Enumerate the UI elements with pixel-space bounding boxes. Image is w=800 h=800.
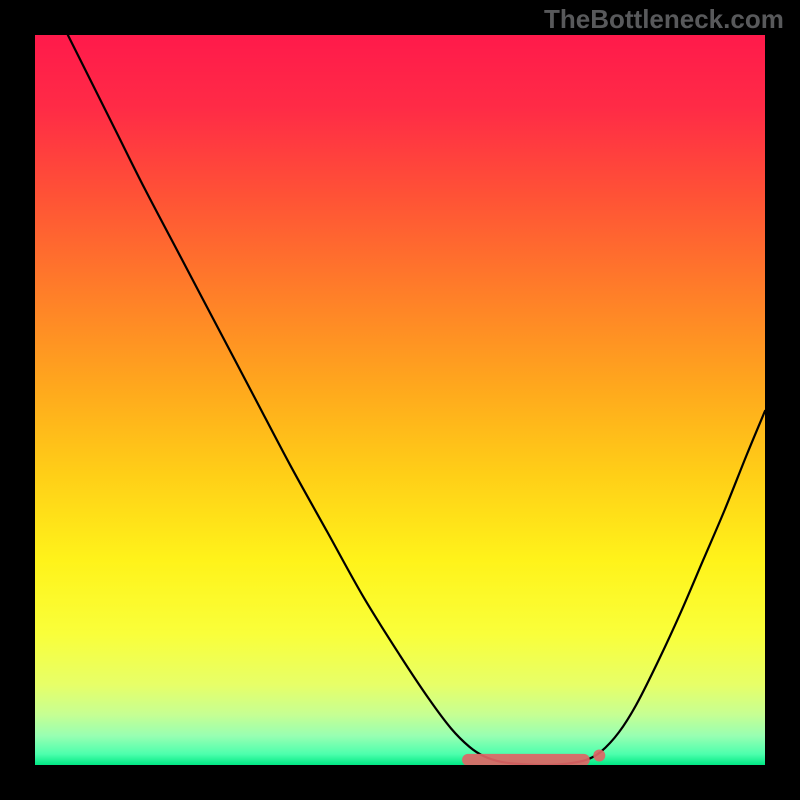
plot-svg xyxy=(35,35,765,765)
optimal-range-bar xyxy=(462,754,590,765)
plot-area xyxy=(35,35,765,765)
watermark-text: TheBottleneck.com xyxy=(544,4,784,35)
stage: TheBottleneck.com xyxy=(0,0,800,800)
optimal-range-dot xyxy=(593,750,605,762)
